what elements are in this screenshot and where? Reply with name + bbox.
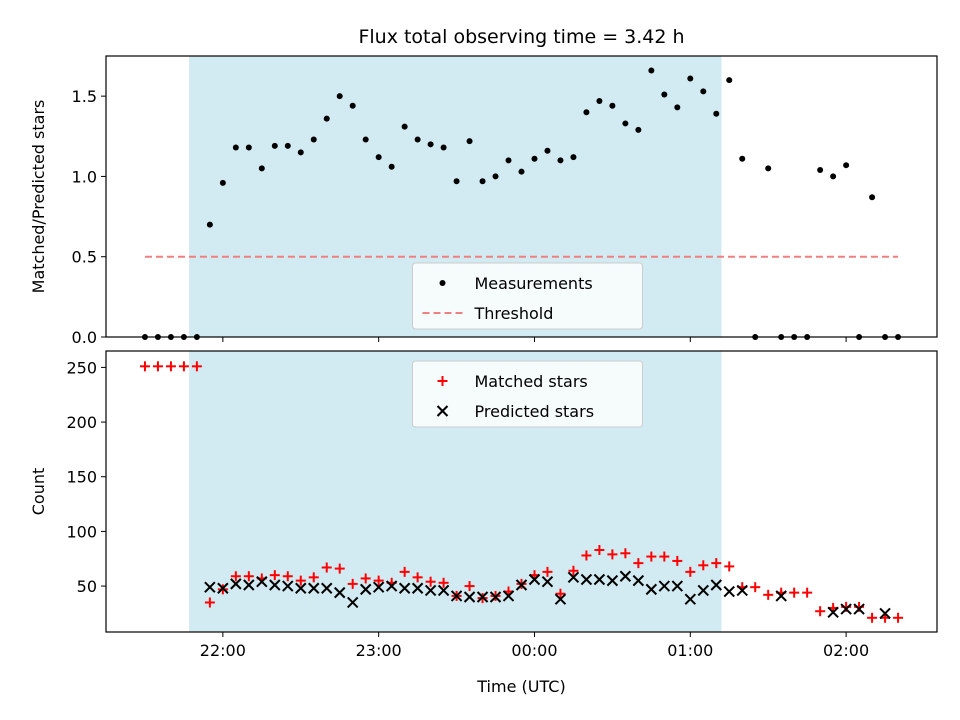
measurement-point (337, 93, 343, 99)
predicted-star-point (724, 587, 734, 597)
measurement-point (350, 103, 356, 109)
measurement-point (441, 145, 447, 151)
measurement-point (817, 167, 823, 173)
matched-star-point (763, 590, 773, 600)
measurement-point (311, 136, 317, 142)
measurement-point (531, 156, 537, 162)
measurement-point (869, 194, 875, 200)
measurement-point (739, 156, 745, 162)
legend: Matched stars Predicted stars (413, 361, 643, 427)
measurement-point (272, 143, 278, 149)
measurement-point (726, 77, 732, 83)
y-tick-label: 50 (77, 577, 97, 596)
matched-star-point (789, 588, 799, 598)
y-tick-label: 250 (66, 358, 97, 377)
legend-label: Measurements (475, 274, 593, 293)
measurement-point (389, 164, 395, 170)
measurement-point (493, 173, 499, 179)
measurement-point (544, 148, 550, 154)
measurement-point (765, 165, 771, 171)
matched-star-point (166, 361, 176, 371)
y-axis-label: Matched/Predicted stars (29, 100, 48, 294)
measurement-point (830, 173, 836, 179)
legend-label: Predicted stars (475, 402, 595, 421)
measurement-point (402, 124, 408, 130)
y-tick-label: 200 (66, 413, 97, 432)
measurement-point (246, 145, 252, 151)
matched-star-point (140, 361, 150, 371)
measurement-point (843, 162, 849, 168)
measurement-point (661, 92, 667, 98)
measurement-point (519, 169, 525, 175)
measurement-point (324, 116, 330, 122)
matched-star-point (815, 606, 825, 616)
measurement-point (207, 222, 213, 228)
chart-title: Flux total observing time = 3.42 h (358, 26, 684, 48)
y-tick-label: 0.0 (72, 328, 97, 347)
measurement-point (635, 127, 641, 133)
matched-star-point (179, 361, 189, 371)
measurement-point (454, 178, 460, 184)
y-tick-label: 150 (66, 468, 97, 487)
measurement-point (570, 154, 576, 160)
x-axis-label: Time (UTC) (476, 677, 565, 696)
measurement-point (648, 67, 654, 73)
matched-star-point (867, 613, 877, 623)
panel-1: 0.0 0.5 1.0 1.5 Flux total observing time = … (29, 26, 937, 347)
measurement-point (233, 145, 239, 151)
panel-2: 50 100 150 200 250 22:00 23:00 00:00 01:00 02:00 C… (29, 351, 937, 696)
measurement-point (700, 88, 706, 94)
y-tick-label: 1.5 (72, 87, 97, 106)
figure: 0.0 0.5 1.0 1.5 Flux total observing time = … (0, 0, 960, 720)
x-tick-label: 00:00 (511, 641, 557, 660)
x-tick-label: 23:00 (356, 641, 402, 660)
legend-label: Matched stars (475, 372, 588, 391)
matched-star-point (802, 588, 812, 598)
measurement-point (363, 136, 369, 142)
matched-star-point (724, 561, 734, 571)
legend-label: Threshold (474, 304, 554, 323)
measurement-point (298, 149, 304, 155)
measurement-point (259, 165, 265, 171)
measurement-point (506, 157, 512, 163)
measurement-point (376, 154, 382, 160)
measurement-point (596, 98, 602, 104)
measurement-point (467, 138, 473, 144)
y-tick-label: 1.0 (72, 167, 97, 186)
measurement-point (480, 178, 486, 184)
y-tick-label: 0.5 (72, 248, 97, 267)
measurement-point (428, 141, 434, 147)
x-tick-label: 02:00 (823, 641, 869, 660)
legend-marker-dot (440, 280, 446, 286)
measurement-point (674, 104, 680, 110)
x-tick-label: 22:00 (200, 641, 246, 660)
measurement-point (220, 180, 226, 186)
matched-star-point (153, 361, 163, 371)
measurement-point (583, 109, 589, 115)
y-tick-label: 100 (66, 522, 97, 541)
x-tick-label: 01:00 (667, 641, 713, 660)
measurement-point (622, 120, 628, 126)
measurement-point (557, 157, 563, 163)
measurement-point (415, 136, 421, 142)
matched-star-point (893, 613, 903, 623)
measurement-point (285, 143, 291, 149)
measurement-point (687, 75, 693, 81)
measurement-point (713, 111, 719, 117)
legend: Measurements Threshold (413, 263, 643, 329)
y-axis-label: Count (29, 468, 48, 516)
measurement-point (609, 103, 615, 109)
matched-star-point (750, 582, 760, 592)
